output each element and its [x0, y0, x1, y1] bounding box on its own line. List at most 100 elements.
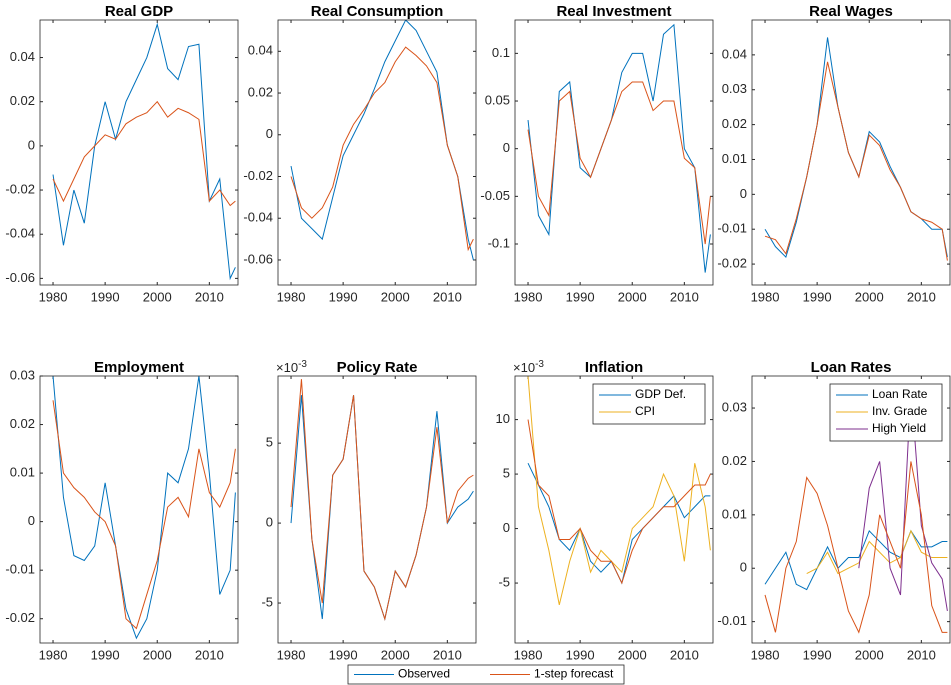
- exponent-base: ×10: [513, 360, 535, 375]
- y-tick-label: -5: [498, 574, 510, 589]
- panel: Inflation -5 0 5 10 1980 1990 2000 2010 ×10-3 GDP …: [496, 359, 714, 662]
- panel-title: Inflation: [585, 359, 643, 376]
- lines: [527, 23, 711, 273]
- x-tick-label: 2000: [143, 289, 172, 304]
- y-tick-label: -0.01: [5, 562, 35, 577]
- y-tick-label: -0.01: [717, 613, 747, 628]
- exponent-power: -3: [535, 359, 544, 370]
- x-tick-label: 1980: [39, 289, 68, 304]
- panel: Loan Rates -0.01 0 0.01 0.02 0.03 1980 1990 2000…: [717, 359, 951, 662]
- panel-title: Employment: [94, 359, 184, 376]
- x-tick-label: 2000: [855, 647, 884, 662]
- plot-area: [278, 376, 476, 643]
- x-tick-label: 1990: [91, 647, 120, 662]
- x-tick-label: 1980: [514, 647, 543, 662]
- plot-area: [40, 376, 238, 643]
- series-line: [764, 61, 948, 261]
- y-tick-label: 0.02: [722, 453, 747, 468]
- panel-title: Policy Rate: [337, 359, 418, 376]
- x-tick-label: 1990: [329, 647, 358, 662]
- lines: [290, 20, 474, 261]
- lines: [52, 376, 236, 640]
- x-tick-label: 2000: [618, 289, 647, 304]
- x-tick-label: 2000: [143, 647, 172, 662]
- panel-title: Real GDP: [105, 3, 173, 20]
- x-tick-label: 2010: [195, 289, 224, 304]
- y-tick-label: 0.03: [722, 81, 747, 96]
- y-tick-label: -0.1: [488, 235, 510, 250]
- panel: Real Wages -0.02 -0.01 0 0.01 0.02 0.03 0.04 198…: [717, 3, 951, 304]
- y-tick-label: 0.1: [492, 45, 510, 60]
- y-tick-label: 0.01: [722, 506, 747, 521]
- series-line: [52, 100, 236, 207]
- x-tick-label: 2010: [670, 647, 699, 662]
- x-tick-label: 1980: [751, 289, 780, 304]
- y-tick-label: 0.04: [248, 43, 273, 58]
- x-tick-label: 2010: [670, 289, 699, 304]
- x-tick-label: 2010: [433, 647, 462, 662]
- exponent-base: ×10: [276, 360, 298, 375]
- y-tick-label: 0: [740, 186, 747, 201]
- axes-box: [514, 375, 714, 644]
- y-tick-label: 0.02: [10, 93, 35, 108]
- panel-title: Real Wages: [809, 3, 893, 20]
- x-tick-label: 2010: [907, 647, 936, 662]
- series-line: [764, 461, 948, 634]
- legend-box: [347, 664, 625, 685]
- x-tick-label: 1990: [566, 289, 595, 304]
- x-tick-label: 2000: [618, 647, 647, 662]
- x-tick-label: 2010: [195, 647, 224, 662]
- x-tick-label: 1990: [803, 289, 832, 304]
- series-line: [290, 46, 474, 252]
- y-tick-label: 0.04: [10, 49, 35, 64]
- y-tick-label: 5: [503, 466, 510, 481]
- x-tick-label: 2000: [381, 647, 410, 662]
- y-exponent: ×10-3: [513, 359, 544, 376]
- legend-label: Inv. Grade: [872, 404, 927, 418]
- series-line: [858, 386, 948, 612]
- y-tick-label: -0.02: [717, 256, 747, 271]
- panel-title: Real Investment: [556, 3, 671, 20]
- legend-label: 1-step forecast: [534, 667, 614, 681]
- legend-label: Loan Rate: [872, 387, 928, 401]
- y-tick-label: 0.05: [485, 92, 510, 107]
- y-tick-label: 0: [266, 126, 273, 141]
- series-line: [52, 400, 236, 630]
- series-line: [527, 376, 711, 605]
- x-tick-label: 1990: [329, 289, 358, 304]
- axes-box: [277, 375, 477, 644]
- legend-label: GDP Def.: [635, 387, 686, 401]
- x-tick-label: 2010: [433, 289, 462, 304]
- lines: [52, 22, 236, 281]
- series-line: [806, 529, 948, 575]
- x-tick-label: 1980: [277, 647, 306, 662]
- y-exponent: ×10-3: [276, 359, 307, 376]
- y-tick-label: 0.02: [722, 116, 747, 131]
- legend-label: Observed: [398, 667, 450, 681]
- x-tick-label: 2010: [907, 289, 936, 304]
- y-tick-label: -0.02: [5, 181, 35, 196]
- legend-label: High Yield: [872, 421, 926, 435]
- x-tick-label: 1990: [566, 647, 595, 662]
- panel-title: Real Consumption: [311, 3, 444, 20]
- y-tick-label: 0: [740, 560, 747, 575]
- y-tick-label: 0: [28, 137, 35, 152]
- axes-box: [751, 19, 951, 286]
- series-line: [527, 419, 711, 585]
- axes-box: [514, 19, 714, 286]
- y-tick-label: -0.04: [5, 226, 35, 241]
- panel-title: Loan Rates: [811, 359, 892, 376]
- y-tick-label: 10: [496, 411, 510, 426]
- axes-box: [751, 375, 951, 644]
- series-line: [527, 81, 711, 245]
- axes-box: [39, 375, 239, 644]
- x-tick-label: 1990: [803, 647, 832, 662]
- y-tick-label: 0: [503, 520, 510, 535]
- series-line: [527, 23, 711, 273]
- x-tick-label: 1980: [751, 647, 780, 662]
- lines: [764, 37, 948, 261]
- panel: Real Investment -0.1 -0.05 0 0.05 0.1 1980 1990…: [480, 3, 714, 304]
- y-tick-label: -5: [261, 594, 273, 609]
- panel: Employment -0.02 -0.01 0 0.01 0.02 0.03 1980 199…: [5, 359, 239, 662]
